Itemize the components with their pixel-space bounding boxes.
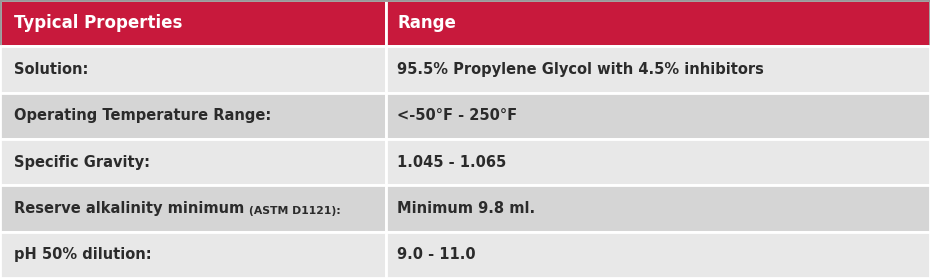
Bar (0, 0, 386, 46)
Text: Minimum 9.8 ml.: Minimum 9.8 ml. (397, 201, 536, 216)
Bar (0, 185, 386, 232)
Bar (386, 0, 930, 46)
Text: Range: Range (397, 14, 456, 32)
Bar (386, 139, 930, 185)
Text: (ASTM D1121):: (ASTM D1121): (249, 206, 341, 216)
Bar (386, 185, 930, 232)
Bar (0, 139, 386, 185)
Text: Typical Properties: Typical Properties (14, 14, 182, 32)
Bar (386, 232, 930, 278)
Text: Reserve alkalinity minimum: Reserve alkalinity minimum (14, 201, 249, 216)
Bar (0, 93, 386, 139)
Text: Solution:: Solution: (14, 62, 88, 77)
Bar (0, 46, 386, 93)
Text: Operating Temperature Range:: Operating Temperature Range: (14, 108, 272, 123)
Text: <-50°F - 250°F: <-50°F - 250°F (397, 108, 517, 123)
Bar (386, 93, 930, 139)
Text: pH 50% dilution:: pH 50% dilution: (14, 247, 152, 262)
Bar (0, 232, 386, 278)
Text: 9.0 - 11.0: 9.0 - 11.0 (397, 247, 476, 262)
Text: 1.045 - 1.065: 1.045 - 1.065 (397, 155, 506, 170)
Text: 95.5% Propylene Glycol with 4.5% inhibitors: 95.5% Propylene Glycol with 4.5% inhibit… (397, 62, 764, 77)
Text: Specific Gravity:: Specific Gravity: (14, 155, 150, 170)
Bar (386, 46, 930, 93)
